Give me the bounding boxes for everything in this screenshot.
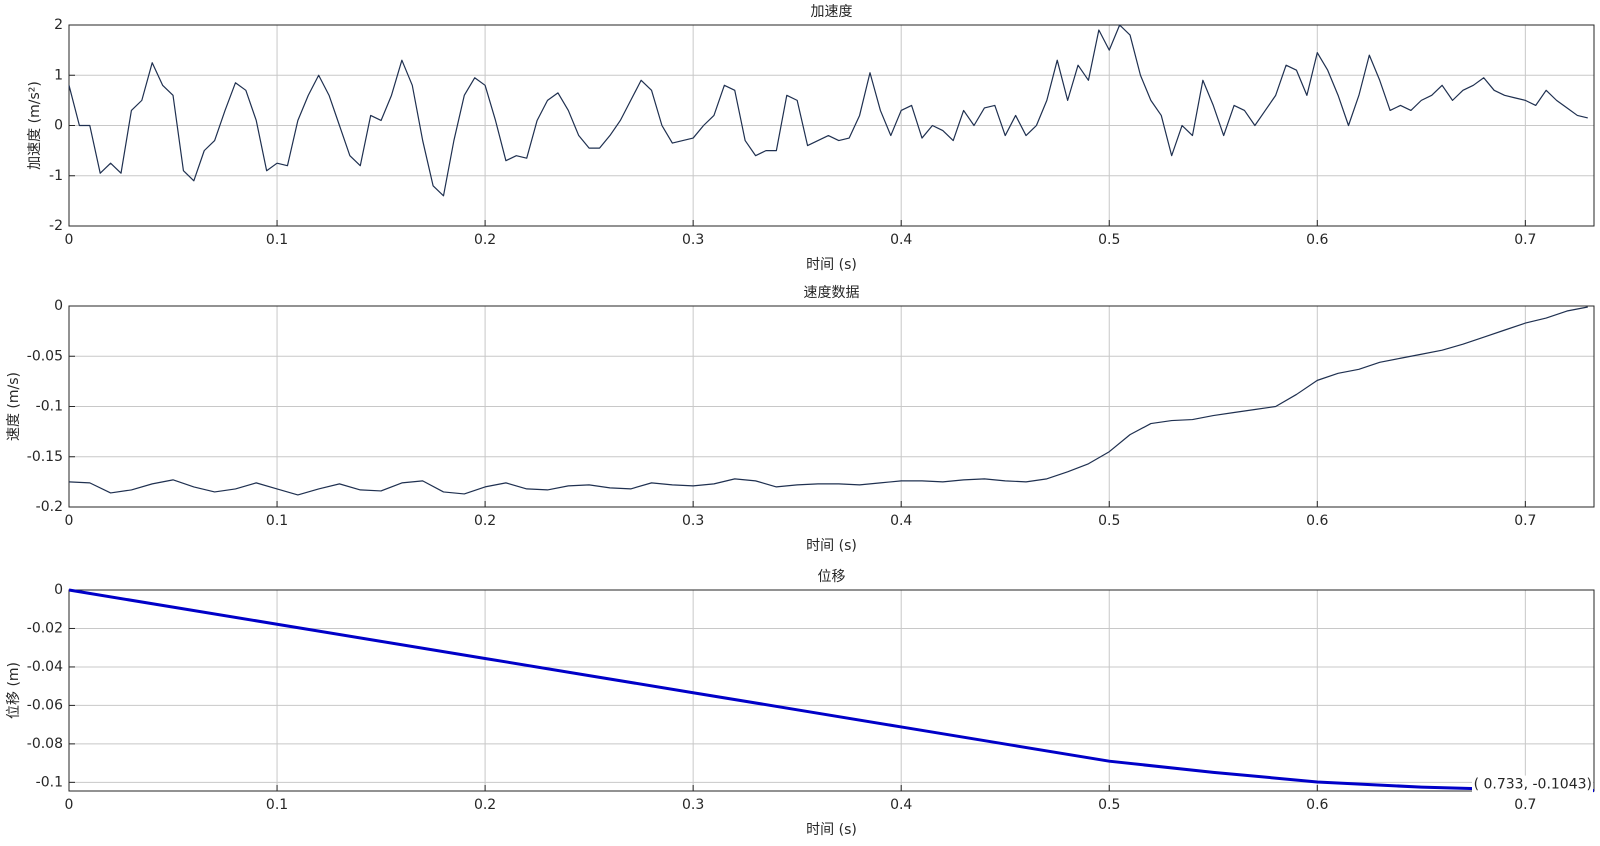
y-tick-label: -0.08 — [27, 736, 63, 752]
x-axis-label: 时间 (s) — [806, 822, 857, 838]
y-tick-label: -0.15 — [27, 449, 63, 465]
x-tick-label: 0 — [65, 513, 74, 529]
y-tick-label: -0.1 — [36, 399, 63, 415]
y-tick-label: -0.05 — [27, 348, 63, 364]
y-tick-label: -1 — [49, 168, 63, 184]
x-tick-label: 0.4 — [890, 513, 912, 529]
x-tick-label: 0.7 — [1514, 513, 1536, 529]
y-tick-label: -0.04 — [27, 659, 63, 675]
y-tick-label: -0.1 — [36, 774, 63, 790]
x-tick-label: 0.5 — [1098, 232, 1120, 248]
x-axis-label: 时间 (s) — [806, 257, 857, 273]
chart-title: 加速度 — [811, 4, 853, 20]
x-tick-label: 0.3 — [682, 232, 704, 248]
plot-border — [68, 305, 1595, 508]
x-tick-label: 0.4 — [890, 797, 912, 813]
y-tick-label: 0 — [54, 118, 63, 134]
y-axis-label: 位移 (m) — [6, 662, 22, 719]
x-tick-label: 0.7 — [1514, 797, 1536, 813]
annotation-box — [1472, 775, 1593, 793]
data-tip: ( 0.733, -0.1043) — [1474, 777, 1592, 793]
x-tick-label: 0.1 — [266, 797, 288, 813]
y-tick-label: -0.2 — [36, 499, 63, 515]
x-tick-label: 0.6 — [1306, 232, 1328, 248]
y-axis-label: 速度 (m/s) — [6, 372, 22, 441]
x-tick-label: 0.3 — [682, 513, 704, 529]
data-line — [68, 588, 1595, 793]
x-tick-label: 0.6 — [1306, 513, 1328, 529]
y-tick-label: 2 — [54, 17, 63, 33]
x-tick-label: 0.5 — [1098, 513, 1120, 529]
chart-title: 位移 — [818, 569, 846, 585]
y-tick-label: -2 — [49, 218, 63, 234]
x-tick-label: 0.4 — [890, 232, 912, 248]
y-axis-label: 加速度 (m/s²) — [27, 81, 43, 170]
x-tick-label: 0 — [65, 797, 74, 813]
x-tick-label: 0.1 — [266, 513, 288, 529]
y-tick-label: 1 — [54, 67, 63, 83]
y-tick-label: 0 — [54, 298, 63, 314]
x-tick-label: 0.6 — [1306, 797, 1328, 813]
plot-border — [68, 24, 1595, 227]
x-tick-label: 0.1 — [266, 232, 288, 248]
x-tick-label: 0.7 — [1514, 232, 1536, 248]
x-tick-label: 0.5 — [1098, 797, 1120, 813]
x-tick-label: 0.2 — [474, 797, 496, 813]
x-axis-label: 时间 (s) — [806, 538, 857, 554]
x-tick-label: 0.3 — [682, 797, 704, 813]
data-line — [68, 24, 1588, 197]
plot-area — [68, 589, 1595, 792]
x-tick-label: 0.2 — [474, 513, 496, 529]
data-line — [68, 306, 1588, 496]
x-tick-label: 0 — [65, 232, 74, 248]
y-tick-label: 0 — [54, 582, 63, 598]
plot-border — [68, 589, 1595, 792]
y-tick-label: -0.02 — [27, 620, 63, 636]
y-tick-label: -0.06 — [27, 697, 63, 713]
x-tick-label: 0.2 — [474, 232, 496, 248]
chart-title: 速度数据 — [804, 285, 860, 301]
